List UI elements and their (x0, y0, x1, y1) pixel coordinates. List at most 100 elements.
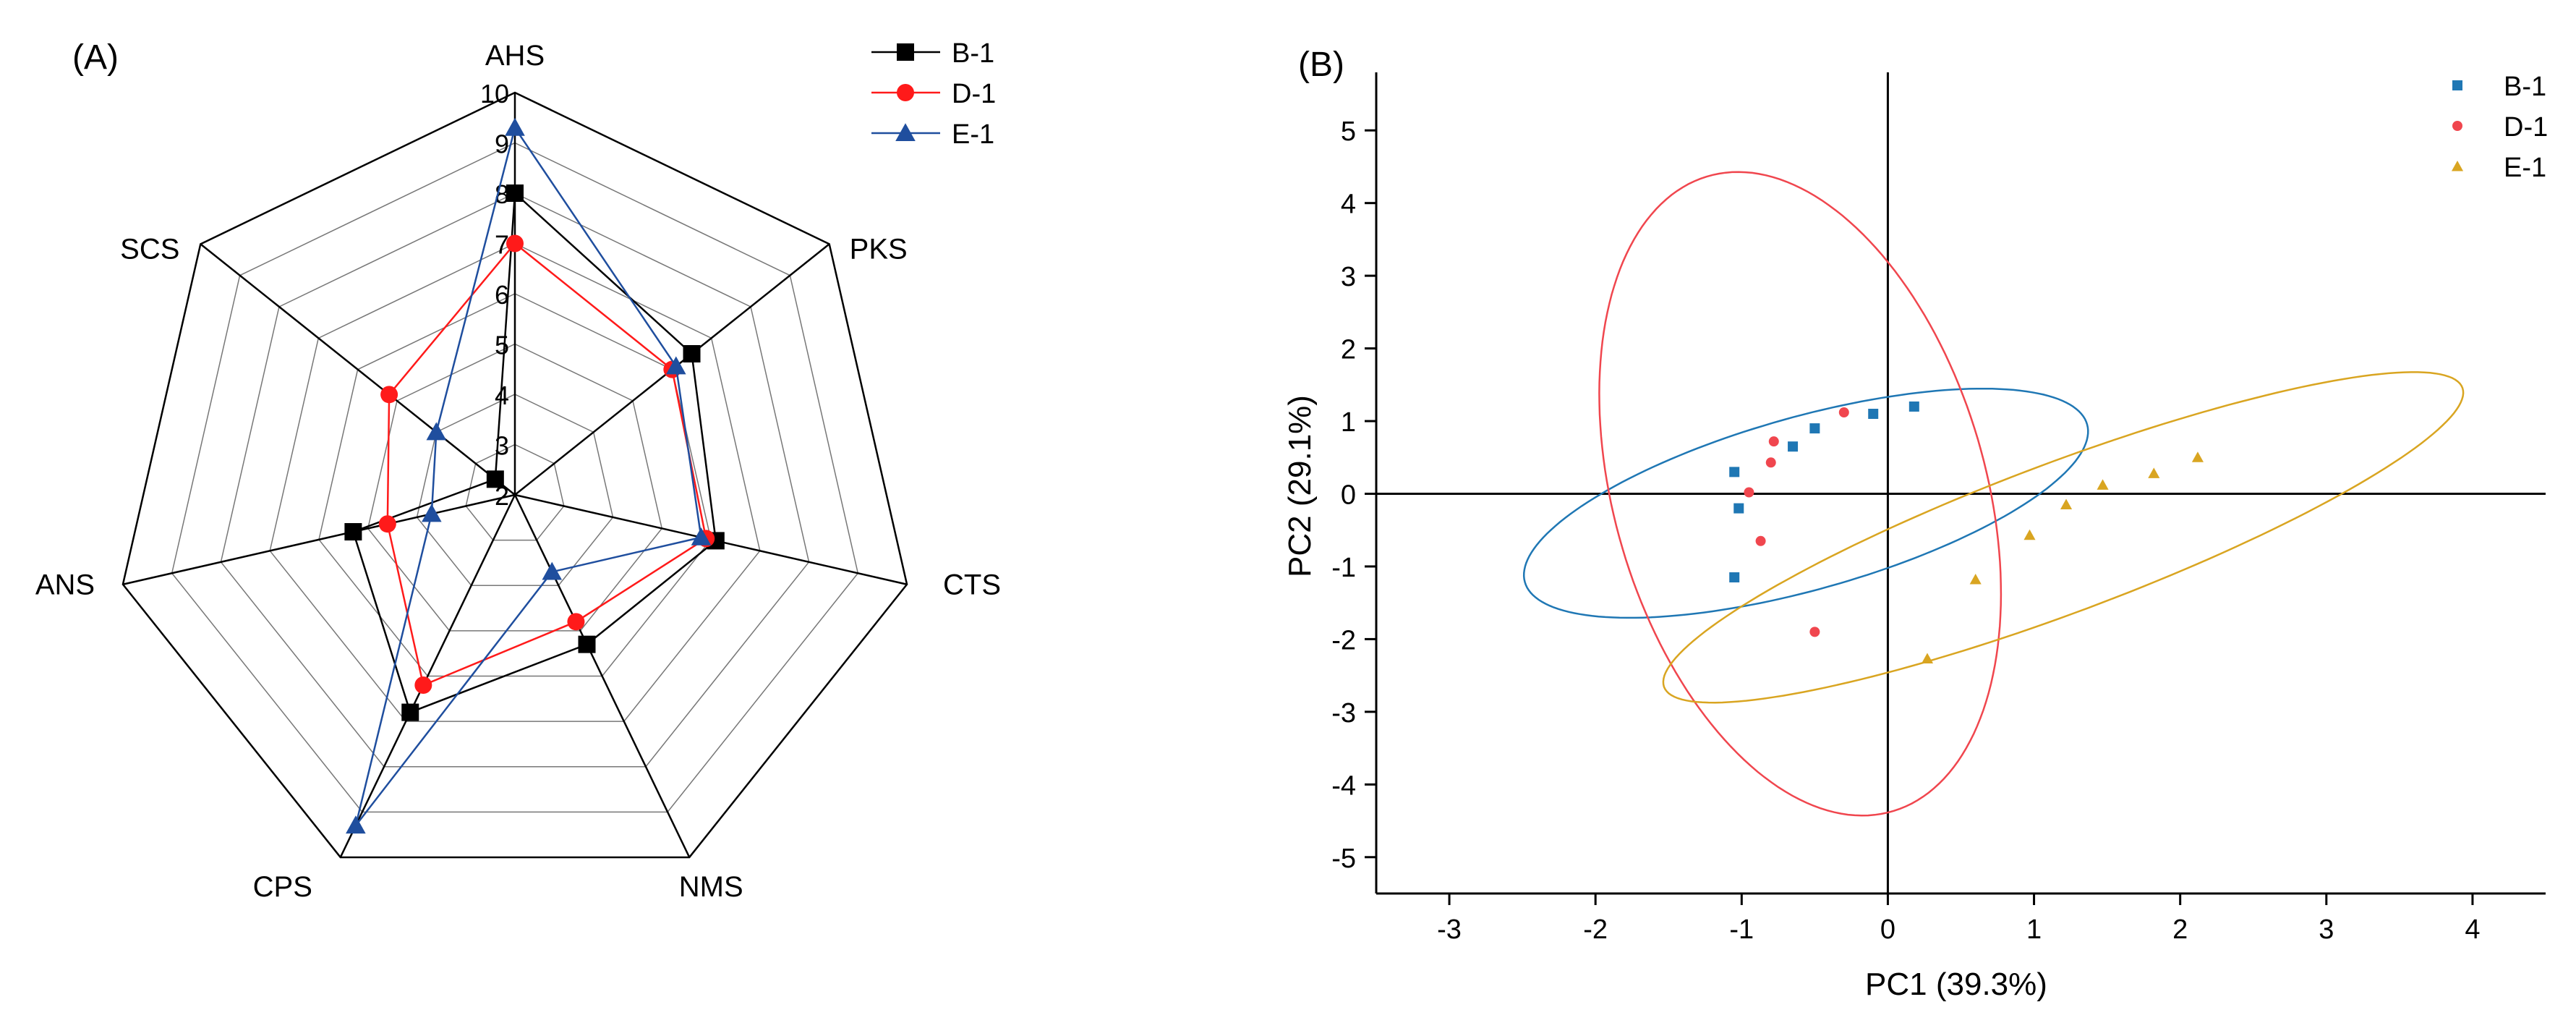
radar-axis-label-nms: NMS (679, 871, 743, 903)
pca-data-point (2097, 479, 2109, 490)
pca-data-point (1788, 441, 1799, 452)
pca-series-d-1 (1744, 407, 1849, 637)
pca-y-tick-label: 1 (1341, 407, 1356, 438)
radar-legend: B-1 D-1 E-1 (871, 38, 996, 150)
pca-y-axis-title: PC2 (29.1%) (1282, 395, 1318, 577)
radar-series-line (386, 242, 707, 687)
radar-legend-label: E-1 (952, 119, 994, 150)
radar-legend-marker (897, 43, 914, 61)
radar-axis-label-cts: CTS (943, 569, 1001, 601)
radar-series-line (354, 125, 702, 826)
radar-data-point (422, 504, 442, 522)
pca-legend: B-1 D-1 E-1 (2451, 72, 2548, 183)
radar-spokes (122, 93, 908, 858)
radar-spoke (513, 494, 691, 858)
pca-data-point (2148, 467, 2160, 478)
pca-legend-label: E-1 (2504, 153, 2546, 183)
pca-data-point (1733, 503, 1744, 514)
pca-ellipse-d-1 (1598, 171, 2003, 817)
pca-legend-item: D-1 (2452, 112, 2548, 143)
pca-y-tick-label: -3 (1331, 698, 1356, 729)
radar-legend-label: B-1 (952, 38, 994, 69)
radar-grid-ring (171, 142, 859, 813)
radar-data-point (378, 515, 396, 533)
radar-data-point (578, 635, 596, 653)
pca-data-point (2023, 529, 2036, 540)
radar-data-point (426, 422, 447, 441)
pca-data-point (2060, 498, 2073, 510)
radar-axis-label-scs: SCS (120, 233, 179, 265)
pca-x-tick-label: 3 (2319, 914, 2334, 945)
pca-y-tick-label: -4 (1331, 771, 1356, 801)
pca-x-tick-label: 4 (2465, 914, 2480, 945)
radar-data-point (506, 184, 524, 202)
radar-tick-label: 6 (495, 280, 509, 310)
pca-x-tick-label: 1 (2026, 914, 2042, 945)
pca-points (1729, 401, 2204, 663)
pca-series-e-1 (1921, 451, 2204, 663)
pca-panel-label: (B) (1298, 46, 1344, 84)
radar-tick-label: 10 (480, 79, 509, 109)
pca-legend-label: D-1 (2504, 112, 2548, 143)
pca-axes: -5 -4 -3 -2 -1 0 1 2 3 4 5 -3 -2 -1 0 1 2 3 4 (1331, 72, 2546, 945)
radar-data-point (567, 613, 585, 631)
pca-ellipse-e-1 (1662, 371, 2465, 704)
radar-legend-marker (897, 84, 914, 101)
radar-spoke (200, 243, 516, 496)
radar-legend-item: D-1 (871, 79, 996, 109)
radar-tick-label: 7 (495, 230, 509, 260)
radar-data-point (505, 117, 525, 136)
pca-x-tick-label: -2 (1583, 914, 1608, 945)
pca-legend-marker (2451, 160, 2464, 171)
pca-legend-label: B-1 (2504, 72, 2546, 102)
pca-data-point (1768, 436, 1779, 447)
pca-ellipse-b-1 (1522, 387, 2089, 619)
radar-series-d-1 (378, 234, 715, 694)
pca-ellipses (1522, 171, 2465, 817)
pca-data-point (1765, 457, 1776, 468)
pca-x-tick-label: 2 (2172, 914, 2188, 945)
pca-series-b-1 (1729, 401, 1919, 583)
pca-y-tick-label: 2 (1341, 335, 1356, 365)
radar-data-point (380, 386, 398, 404)
radar-data-point (506, 234, 524, 252)
radar-grid-ring (220, 192, 810, 768)
radar-axis-label-ahs: AHS (485, 40, 545, 72)
pca-data-point (1809, 423, 1820, 434)
pca-data-point (1729, 572, 1740, 583)
radar-grid-ring (367, 343, 663, 632)
pca-data-point (1908, 401, 1919, 412)
pca-y-tick-label: 5 (1341, 116, 1356, 147)
radar-series (344, 117, 725, 834)
radar-data-point (683, 345, 701, 363)
pca-data-point (1755, 535, 1766, 546)
radar-series-e-1 (346, 117, 712, 834)
radar-legend-item: E-1 (871, 119, 994, 150)
radar-data-point (344, 523, 362, 541)
radar-axis-label-ans: ANS (35, 569, 95, 601)
radar-spoke (122, 493, 516, 585)
pca-y-tick-label: -5 (1331, 844, 1356, 874)
pca-data-point (1921, 653, 1934, 663)
radar-axis-label-cps: CPS (253, 871, 312, 903)
radar-series-line (351, 191, 717, 714)
pca-chart: (B) -5 -4 -3 -2 -1 0 1 2 3 4 5 -3 -2 -1 0 1 2 3 4 PC1 (39.… (1282, 46, 2548, 1002)
pca-data-point (1729, 467, 1740, 477)
pca-data-point (1809, 627, 1820, 637)
radar-legend-label: D-1 (952, 79, 996, 109)
pca-data-point (1969, 573, 1982, 585)
pca-legend-item: B-1 (2452, 72, 2546, 102)
radar-tick-label: 5 (495, 331, 509, 360)
radar-data-point (665, 356, 686, 375)
pca-x-tick-label: -3 (1437, 914, 1462, 945)
pca-legend-marker (2452, 121, 2462, 131)
pca-x-tick-label: 0 (1880, 914, 1895, 945)
pca-data-point (1744, 487, 1754, 498)
radar-series-b-1 (344, 184, 725, 721)
pca-y-tick-label: -2 (1331, 625, 1356, 655)
radar-data-point (401, 703, 419, 721)
radar-data-point (346, 815, 366, 834)
